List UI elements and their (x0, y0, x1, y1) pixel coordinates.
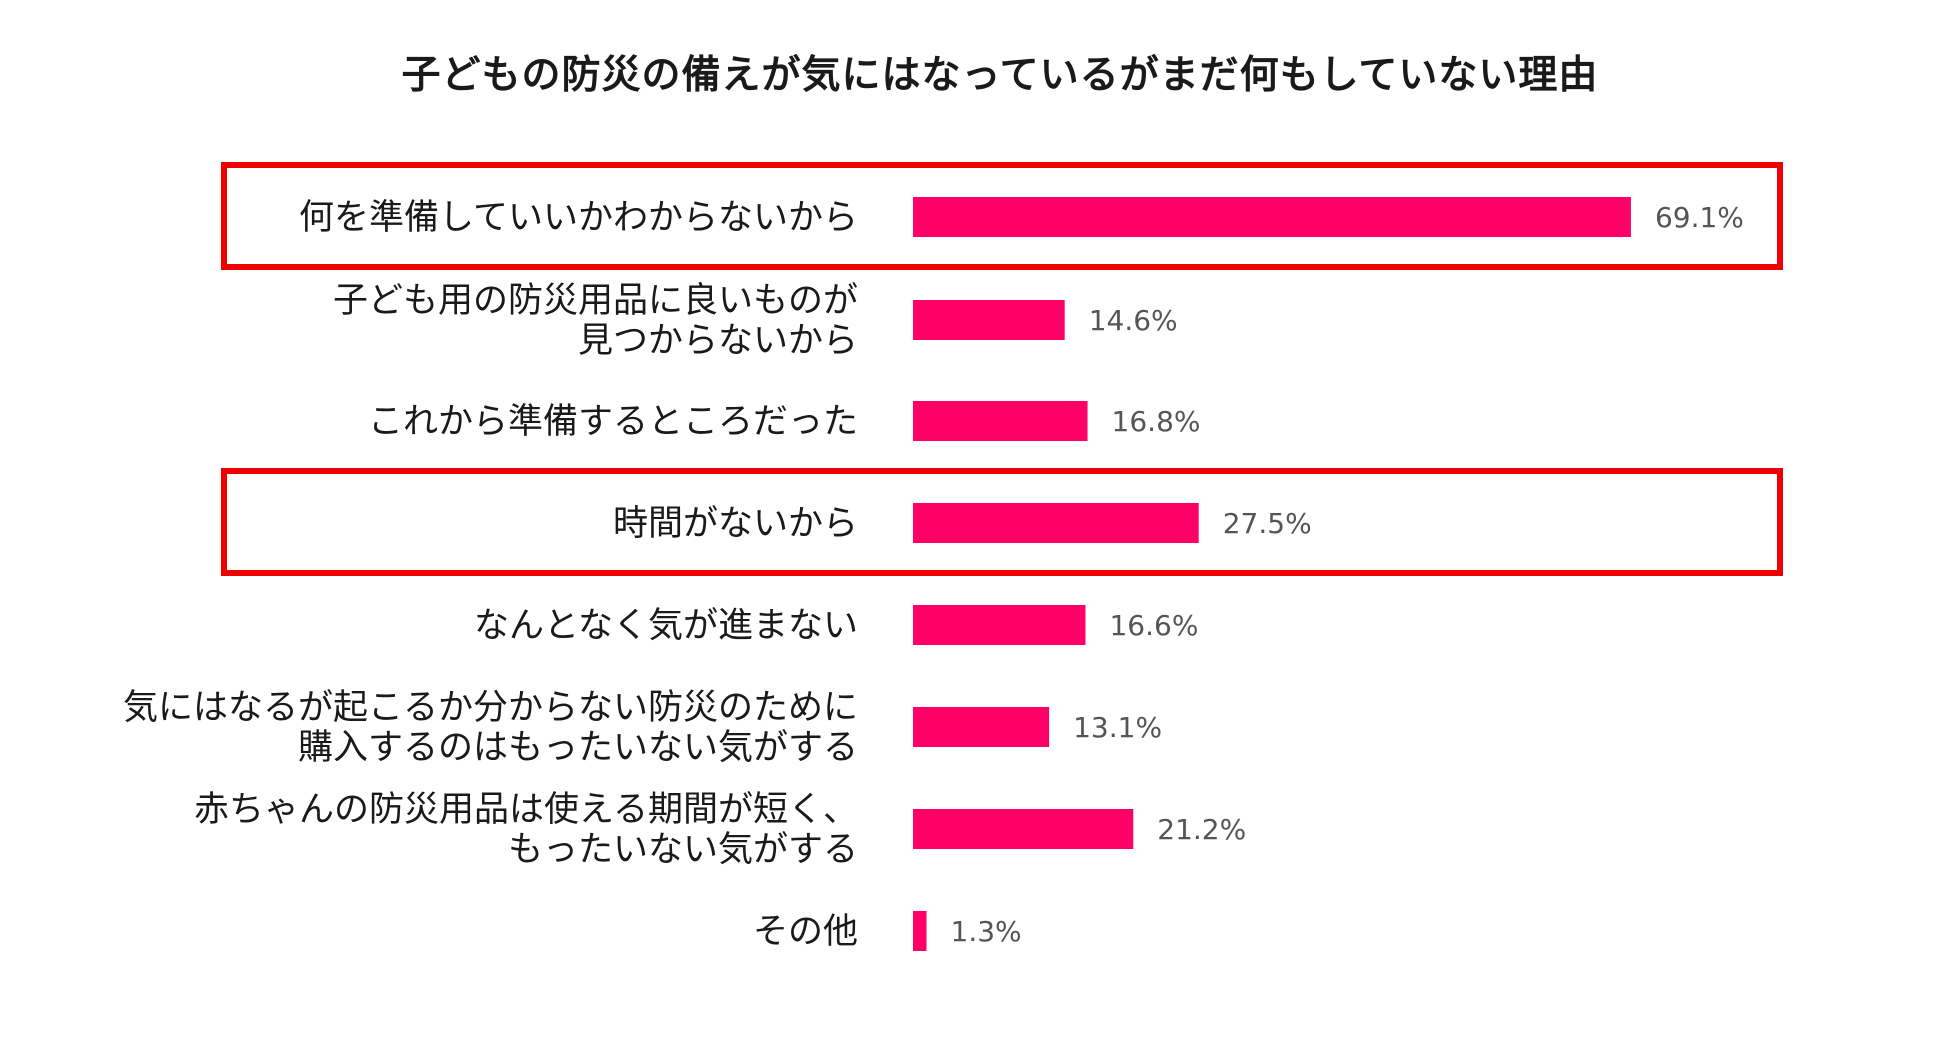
category-label-3-line-0: 時間がないから (613, 504, 858, 544)
value-label-4: 16.6% (1109, 609, 1198, 642)
highlight-box-0 (221, 162, 1783, 270)
bar-2 (913, 401, 1088, 441)
value-label-5: 13.1% (1073, 711, 1162, 744)
value-label-1: 14.6% (1089, 304, 1178, 337)
highlight-boxes (221, 162, 1783, 576)
value-label-6: 21.2% (1157, 813, 1246, 846)
category-label-1-line-0: 子ども用の防災用品に良いものが (333, 281, 858, 321)
chart-title: 子どもの防災の備えが気にはなっているがまだ何もしていない理由 (401, 53, 1599, 98)
value-label-0: 69.1% (1655, 201, 1744, 234)
category-label-0-line-0: 何を準備していいかわからないから (299, 198, 858, 238)
value-label-2: 16.8% (1112, 405, 1201, 438)
bar-4 (913, 605, 1086, 645)
bar-0 (913, 197, 1631, 237)
bar-3 (913, 503, 1199, 543)
bars (913, 197, 1631, 951)
category-label-7-line-0: その他 (753, 912, 858, 952)
bar-7 (913, 911, 927, 951)
bar-1 (913, 300, 1065, 340)
category-label-1-line-1: 見つからないから (578, 321, 858, 361)
value-label-3: 27.5% (1223, 507, 1312, 540)
category-label-5-line-1: 購入するのはもったいない気がする (298, 728, 858, 768)
bar-6 (913, 809, 1134, 849)
category-label-4-line-0: なんとなく気が進まない (474, 606, 858, 646)
category-label-5-line-0: 気にはなるが起こるか分からない防災のために (123, 688, 858, 728)
value-labels: 69.1% 14.6% 16.8% 27.5% 16.6% 13.1% 21.2% 1.3% (951, 201, 1744, 948)
bar-5 (913, 707, 1050, 747)
highlight-box-3 (221, 468, 1783, 576)
value-label-7: 1.3% (951, 915, 1022, 948)
category-labels: 何を準備していいかわからないから子ども用の防災用品に良いものが見つからないからこ… (123, 198, 858, 952)
category-label-2-line-0: これから準備するところだった (368, 402, 858, 442)
category-label-6-line-1: もったいない気がする (508, 830, 858, 870)
category-label-6-line-0: 赤ちゃんの防災用品は使える期間が短く、 (194, 790, 858, 830)
